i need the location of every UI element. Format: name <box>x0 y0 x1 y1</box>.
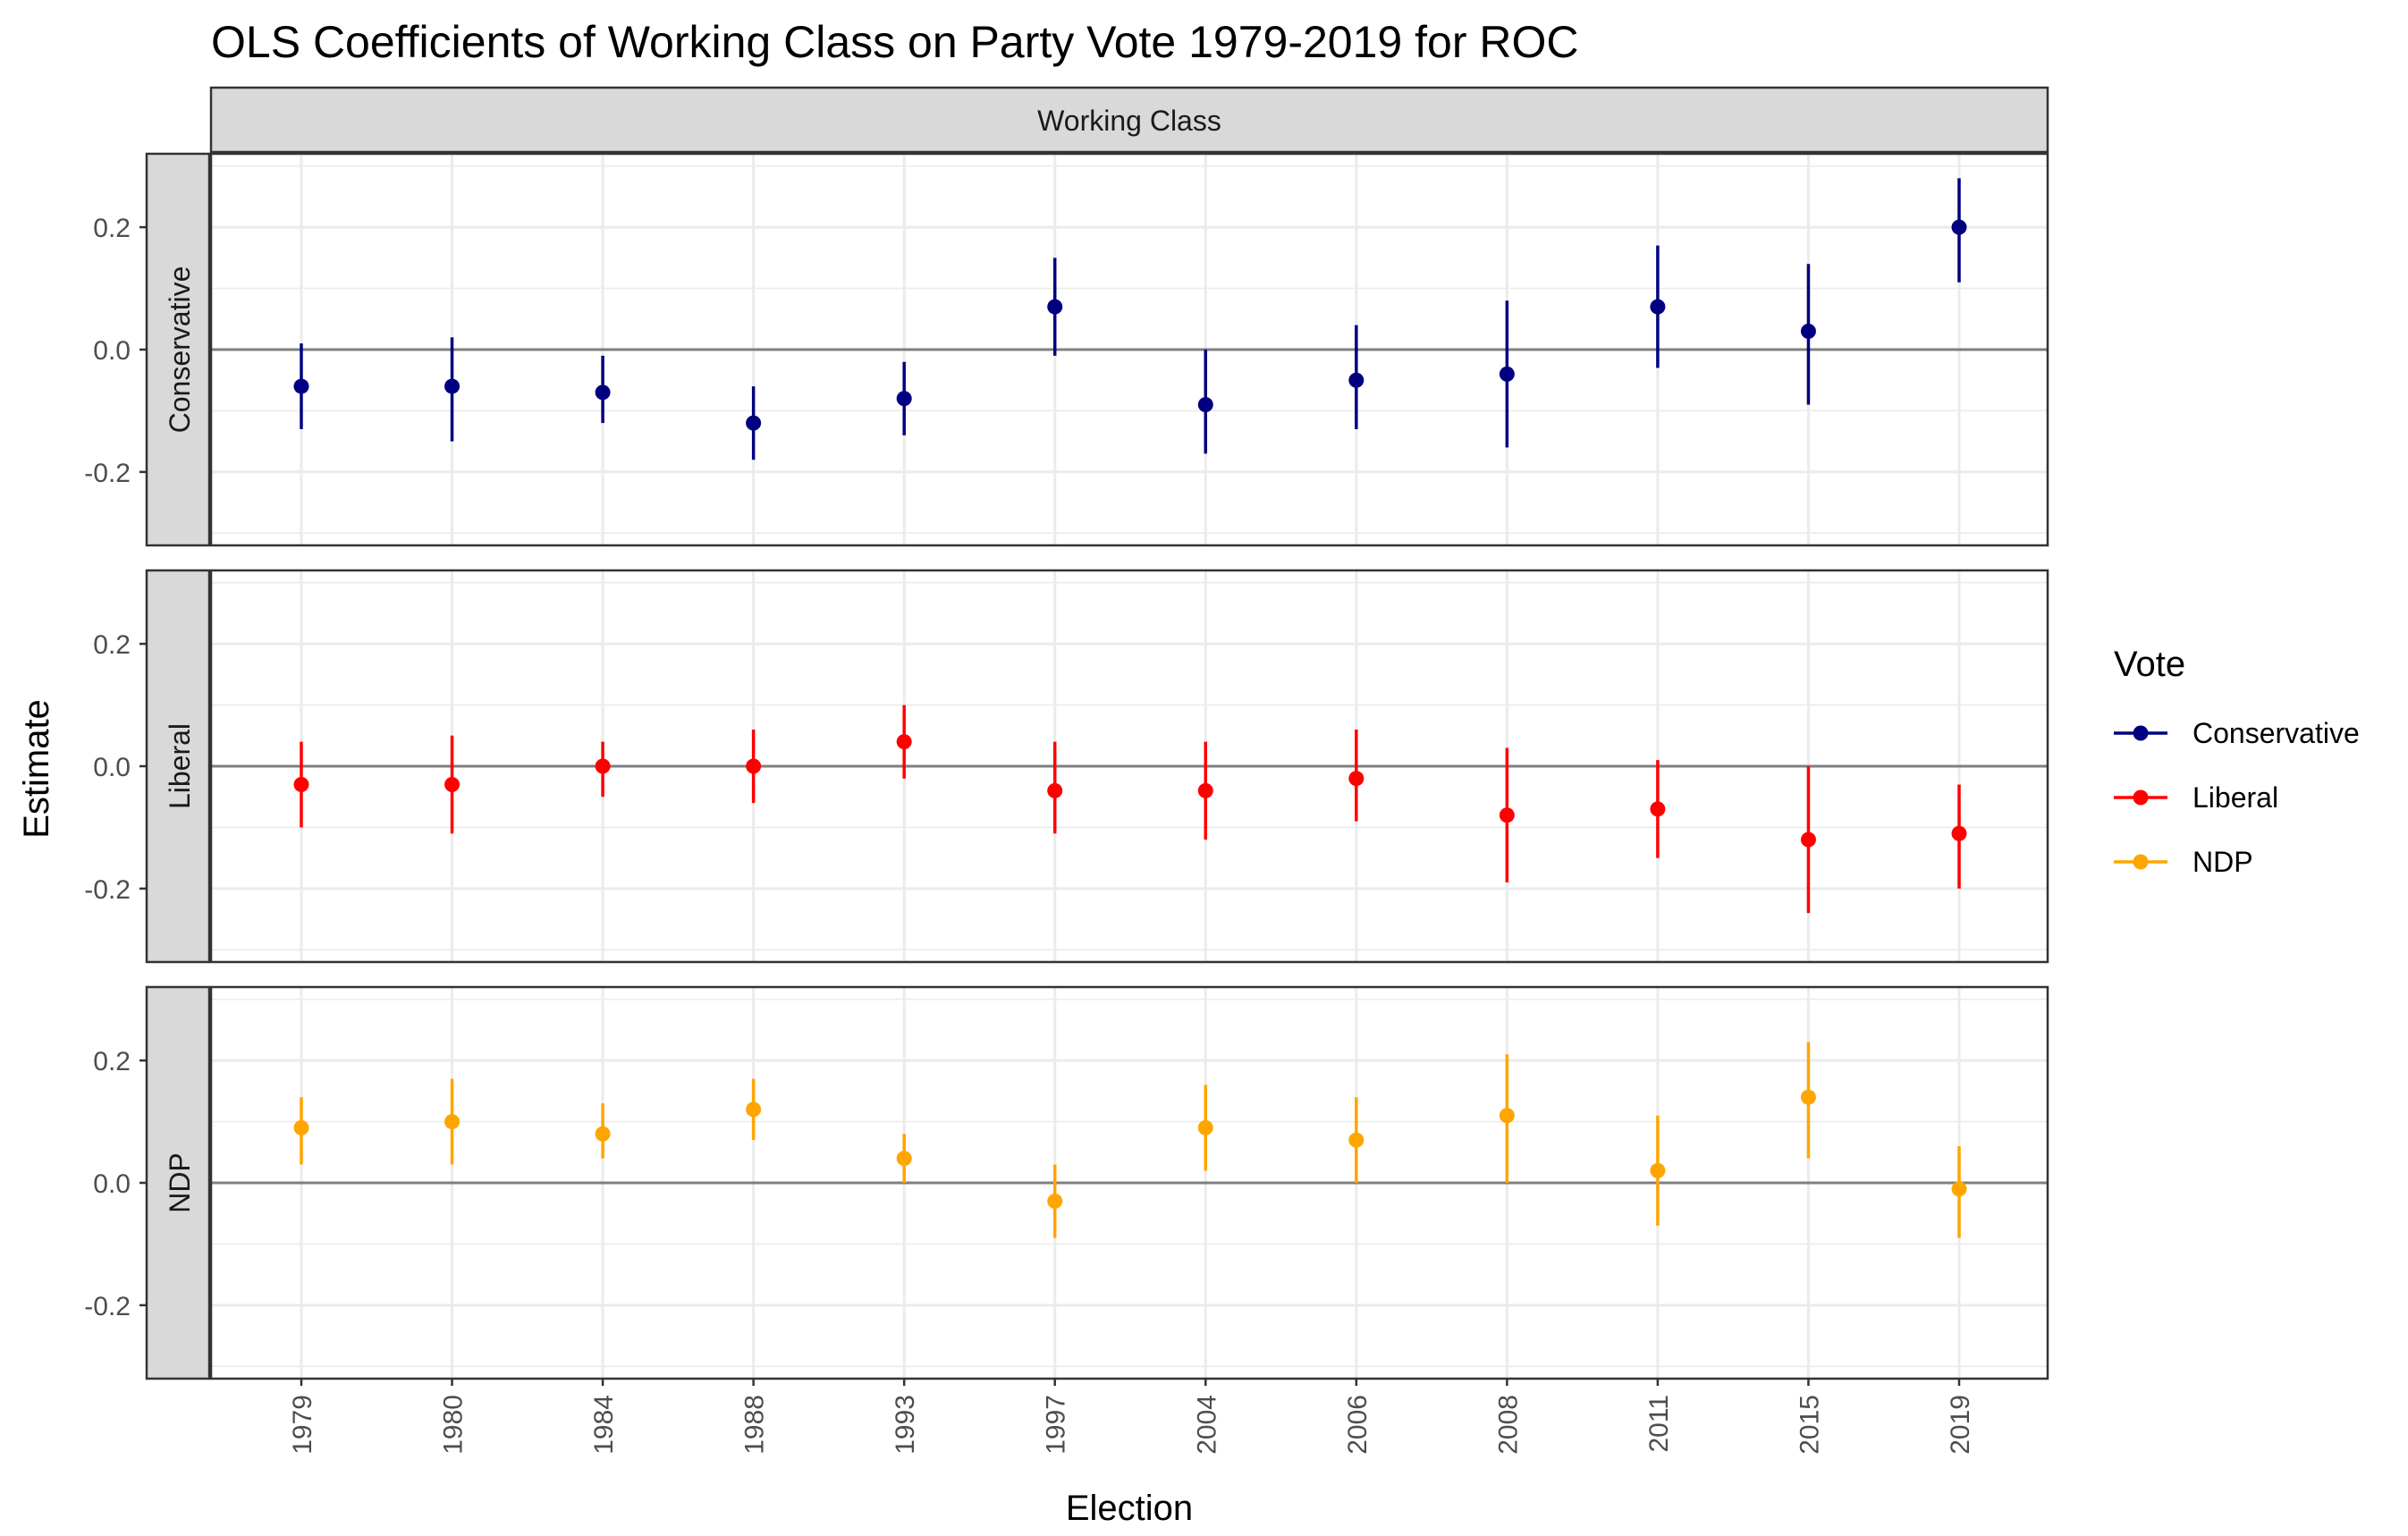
chart-title: OLS Coefficients of Working Class on Par… <box>211 17 1578 67</box>
legend-label: Conservative <box>2193 717 2360 749</box>
panel-border <box>209 152 2049 547</box>
x-tick-label: 1993 <box>891 1395 920 1455</box>
panel-ndp: NDP -0.2 0.0 0.2 <box>84 985 2049 1380</box>
point-liberal-2006 <box>1348 771 1365 787</box>
point-liberal-2019 <box>1951 825 1967 841</box>
point-liberal-1979 <box>293 777 309 793</box>
point-conservative-2019 <box>1951 219 1967 235</box>
x-axis-title: Election <box>1066 1489 1193 1528</box>
x-tick-label: 2015 <box>1795 1395 1824 1455</box>
legend-label: NDP <box>2193 846 2253 878</box>
point-ndp-1979 <box>293 1119 309 1135</box>
point-ndp-2004 <box>1197 1119 1213 1135</box>
point-ndp-1988 <box>746 1101 762 1118</box>
point-liberal-1984 <box>595 758 611 774</box>
row-strip-label: NDP <box>164 1152 196 1213</box>
x-tick-label: 2006 <box>1343 1395 1373 1455</box>
legend-item-ndp: NDP <box>2114 846 2253 878</box>
row-strip-conservative <box>145 152 211 547</box>
y-tick-label: 0.2 <box>93 1047 131 1076</box>
legend-label: Liberal <box>2193 781 2278 814</box>
row-strip-label: Conservative <box>164 266 196 434</box>
point-conservative-1980 <box>444 378 460 394</box>
legend-title: Vote <box>2114 645 2185 684</box>
y-tick-label: -0.2 <box>84 1292 131 1321</box>
row-strip-label: Liberal <box>164 723 196 809</box>
point-ndp-2008 <box>1499 1108 1515 1124</box>
point-ndp-1997 <box>1047 1194 1063 1210</box>
point-liberal-2008 <box>1499 807 1515 823</box>
point-ndp-2019 <box>1951 1181 1967 1197</box>
point-liberal-2015 <box>1800 831 1816 848</box>
column-strip-label: Working Class <box>1037 105 1221 137</box>
y-tick-label: 0.0 <box>93 1169 131 1199</box>
point-ndp-2011 <box>1650 1162 1666 1178</box>
y-tick-label: -0.2 <box>84 875 131 905</box>
legend: Vote Conservative Liberal NDP <box>2114 645 2360 878</box>
legend-key-point <box>2133 854 2149 870</box>
panel-conservative: Conservative -0.2 0.0 0.2 <box>84 152 2049 547</box>
x-tick-label: 2008 <box>1493 1395 1523 1455</box>
y-tick-label: 0.2 <box>93 214 131 243</box>
point-conservative-1993 <box>896 391 912 407</box>
legend-key-point <box>2133 725 2149 741</box>
y-tick-label: -0.2 <box>84 459 131 488</box>
point-ndp-1993 <box>896 1151 912 1167</box>
x-tick-label: 1984 <box>589 1395 619 1455</box>
point-conservative-2006 <box>1348 372 1365 388</box>
x-tick-label: 1980 <box>439 1395 469 1455</box>
point-conservative-1984 <box>595 384 611 401</box>
panel-liberal: Liberal -0.2 0.0 0.2 <box>84 569 2049 964</box>
point-conservative-2015 <box>1800 323 1816 339</box>
x-tick-label: 1979 <box>288 1395 317 1455</box>
point-ndp-1984 <box>595 1126 611 1142</box>
point-liberal-1980 <box>444 777 460 793</box>
point-liberal-2011 <box>1650 801 1666 817</box>
y-tick-label: 0.0 <box>93 753 131 782</box>
point-liberal-1997 <box>1047 782 1063 798</box>
point-conservative-1988 <box>746 415 762 431</box>
x-tick-label: 2011 <box>1644 1395 1674 1453</box>
panel-border <box>209 569 2049 964</box>
row-strip-ndp <box>145 985 211 1380</box>
x-tick-label: 1988 <box>740 1395 770 1455</box>
point-conservative-2011 <box>1650 299 1666 315</box>
facet-panels: Conservative-0.20.00.2Liberal-0.20.00.2N… <box>84 152 2049 1380</box>
point-conservative-1997 <box>1047 299 1063 315</box>
y-tick-label: 0.0 <box>93 336 131 366</box>
x-tick-label: 2019 <box>1946 1395 1975 1455</box>
y-axis-title: Estimate <box>17 699 56 839</box>
x-tick-label: 2004 <box>1192 1395 1221 1455</box>
point-ndp-2006 <box>1348 1132 1365 1148</box>
point-ndp-1980 <box>444 1114 460 1130</box>
point-conservative-2004 <box>1197 397 1213 413</box>
point-conservative-1979 <box>293 378 309 394</box>
x-tick-label: 1997 <box>1042 1395 1071 1455</box>
y-tick-label: 0.2 <box>93 630 131 660</box>
legend-item-liberal: Liberal <box>2114 781 2278 814</box>
point-conservative-2008 <box>1499 366 1515 382</box>
column-strip <box>209 86 2049 154</box>
panel-border <box>209 985 2049 1380</box>
legend-item-conservative: Conservative <box>2114 717 2360 749</box>
point-liberal-1993 <box>896 734 912 750</box>
point-liberal-1988 <box>746 758 762 774</box>
point-ndp-2015 <box>1800 1089 1816 1105</box>
x-axis: 1979 1980 1984 1988 1993 1997 2004 2006 2008 2011… <box>288 1379 1975 1455</box>
legend-key-point <box>2133 789 2149 806</box>
point-liberal-2004 <box>1197 782 1213 798</box>
